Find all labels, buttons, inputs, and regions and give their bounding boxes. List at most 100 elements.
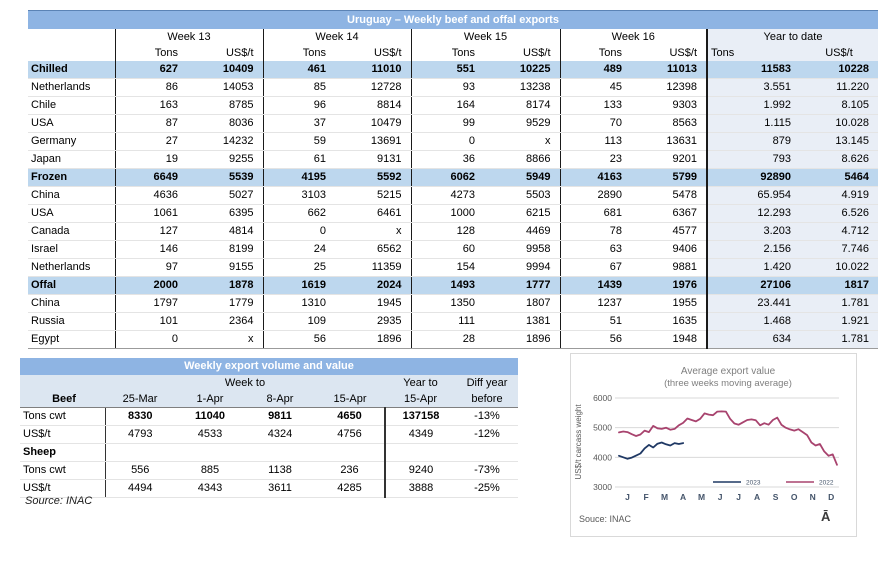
value-cell: 5799 xyxy=(631,168,707,187)
value-cell: 9811 xyxy=(245,407,315,426)
legend-label-2022: 2022 xyxy=(819,480,834,487)
value-cell: 11359 xyxy=(335,258,411,277)
value-cell: 6395 xyxy=(187,204,263,223)
row-label: Sheep xyxy=(20,443,105,462)
value-cell: 5027 xyxy=(187,186,263,205)
value-cell: 0 xyxy=(114,330,187,349)
value-cell: 113 xyxy=(559,132,631,151)
chart-subtitle: (three weeks moving average) xyxy=(664,378,792,389)
value-cell: 4793 xyxy=(104,425,175,444)
row-label: Tons cwt xyxy=(20,407,105,426)
value-cell: 2024 xyxy=(335,276,411,295)
usd-header: US$/t xyxy=(669,47,697,59)
value-cell: 97 xyxy=(114,258,187,277)
row-label: Canada xyxy=(28,222,115,241)
value-cell: 1000 xyxy=(410,204,484,223)
row-label: Israel xyxy=(28,240,115,259)
value-cell: 45 xyxy=(559,78,631,97)
value-cell: 10479 xyxy=(335,114,411,133)
value-cell: 9881 xyxy=(631,258,707,277)
beef-header: Beef xyxy=(20,391,105,408)
value-cell: 3611 xyxy=(245,479,315,498)
value-cell: 14232 xyxy=(187,132,263,151)
value-cell: 154 xyxy=(410,258,484,277)
value-cell: 1779 xyxy=(187,294,263,313)
value-cell: 92890 xyxy=(706,168,800,187)
table2-title: Weekly export volume and value xyxy=(20,358,518,375)
table-row: USA 1061 6395 662 6461 1000 6215 681 6367 12.293 6… xyxy=(28,204,878,223)
value-cell: 146 xyxy=(114,240,187,259)
average-export-value-chart: Average export value (three weeks moving … xyxy=(570,353,857,537)
value-cell: 6649 xyxy=(114,168,187,187)
value-cell: 9255 xyxy=(187,150,263,169)
x-tick-label: O xyxy=(791,492,798,502)
row-label: Netherlands xyxy=(28,78,115,97)
date-header: 25-Mar xyxy=(105,391,175,408)
value-cell: 128 xyxy=(410,222,484,241)
y-tick-label: 6000 xyxy=(593,393,612,403)
value-cell: 14053 xyxy=(187,78,263,97)
value-cell: 662 xyxy=(262,204,335,223)
tons-header: Tons xyxy=(114,45,187,61)
date-header: 1-Apr xyxy=(175,391,245,408)
value-cell: 27 xyxy=(114,132,187,151)
table1-title: Uruguay – Weekly beef and offal exports xyxy=(28,10,878,29)
chart-title: Average export value xyxy=(681,366,776,377)
value-cell: 25 xyxy=(262,258,335,277)
value-cell: 63 xyxy=(559,240,631,259)
week-to-header: Week to xyxy=(105,375,385,391)
value-cell: 9406 xyxy=(631,240,707,259)
value-cell: 556 xyxy=(104,461,175,480)
date-header: 15-Apr xyxy=(315,391,385,408)
value-cell: 11013 xyxy=(631,61,707,79)
table-row: Israel 146 8199 24 6562 60 9958 63 9406 2.156 7.74… xyxy=(28,240,878,259)
row-label: Egypt xyxy=(28,330,115,349)
value-cell: 885 xyxy=(175,461,245,480)
value-cell: 99 xyxy=(410,114,484,133)
value-cell: 1.781 xyxy=(800,294,878,313)
value-cell: 4636 xyxy=(114,186,187,205)
row-label: Chile xyxy=(28,96,115,115)
table-row: USA 87 8036 37 10479 99 9529 70 8563 1.115 10.028 xyxy=(28,114,878,133)
table-row: Sheep xyxy=(20,443,518,462)
value-cell: 7.746 xyxy=(800,240,878,259)
row-label: US$/t xyxy=(20,479,105,498)
tons-header: Tons xyxy=(410,45,484,61)
x-tick-label: S xyxy=(773,492,779,502)
value-cell: 12398 xyxy=(631,78,707,97)
value-cell: 9155 xyxy=(187,258,263,277)
usd-header: US$/t xyxy=(225,47,254,59)
date-header: 15-Apr xyxy=(385,391,456,408)
value-cell: 8036 xyxy=(187,114,263,133)
tons-header: Tons xyxy=(262,45,335,61)
value-cell: 5592 xyxy=(335,168,411,187)
row-label: Tons cwt xyxy=(20,461,105,480)
week-header: Week 14 xyxy=(262,29,411,45)
value-cell: 3888 xyxy=(384,479,456,498)
table-row: Offal 2000 1878 1619 2024 1493 1777 1439 1976 271… xyxy=(28,276,878,295)
ytd-header: Year to date xyxy=(706,29,878,45)
value-cell xyxy=(175,443,245,462)
row-label: Netherlands xyxy=(28,258,115,277)
week-header: Week 15 xyxy=(410,29,560,45)
value-cell: 12.293 xyxy=(706,204,800,223)
value-cell: 6062 xyxy=(410,168,484,187)
value-cell: 1.921 xyxy=(800,312,878,331)
value-cell: 627 xyxy=(114,61,187,79)
table-row: Tons cwt 556 885 1138 236 9240 -73% xyxy=(20,461,518,480)
value-cell: 6215 xyxy=(484,204,560,223)
value-cell: 78 xyxy=(559,222,631,241)
y-axis-label: US$/t carcass weight xyxy=(574,404,583,480)
value-cell: 56 xyxy=(262,330,335,349)
value-cell: 461 xyxy=(262,61,335,79)
value-cell: 4195 xyxy=(262,168,335,187)
value-cell: 9958 xyxy=(484,240,560,259)
value-cell: 1619 xyxy=(262,276,335,295)
value-cell: 10.022 xyxy=(800,258,878,277)
value-cell: 4273 xyxy=(410,186,484,205)
value-cell: 1.781 xyxy=(800,330,878,349)
value-cell: 101 xyxy=(114,312,187,331)
value-cell: 2935 xyxy=(335,312,411,331)
value-cell: 8.105 xyxy=(800,96,878,115)
